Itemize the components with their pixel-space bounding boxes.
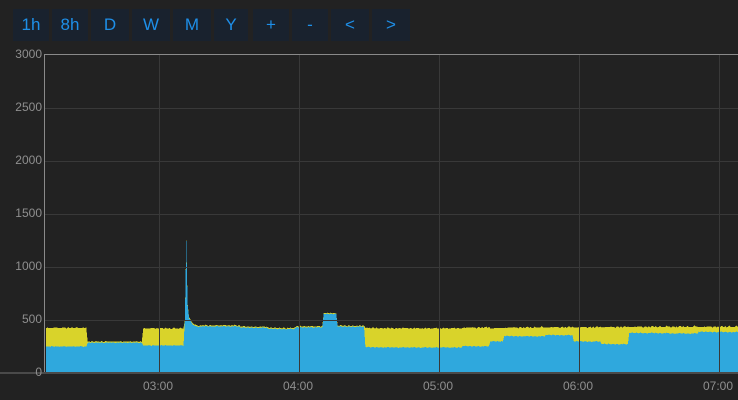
gridline-vertical — [579, 55, 580, 372]
y-axis: 3000 2500 2000 1500 1000 500 0 — [0, 0, 42, 400]
toolbar-button-range-8h[interactable]: 8h — [52, 9, 88, 41]
x-tick-label: 04:00 — [282, 379, 314, 393]
toolbar-button-range-1h[interactable]: 1h — [13, 9, 49, 41]
gridline-horizontal — [45, 214, 738, 215]
x-tick-label: 06:00 — [562, 379, 594, 393]
chart-plot-area[interactable] — [44, 54, 738, 372]
x-tick-label: 05:00 — [422, 379, 454, 393]
range-toolbar: 1h 8h D W M Y + - < > — [0, 0, 738, 50]
y-tick-label: 3000 — [15, 47, 42, 61]
toolbar-button-range-year[interactable]: Y — [214, 9, 248, 41]
y-tick-label: 1000 — [15, 259, 42, 273]
gridline-vertical — [719, 55, 720, 372]
plot-inner — [45, 55, 738, 372]
toolbar-button-zoom-in[interactable]: + — [253, 9, 289, 41]
gridline-vertical — [299, 55, 300, 372]
toolbar-button-pan-left[interactable]: < — [331, 9, 369, 41]
gridline-vertical — [439, 55, 440, 372]
y-tick-label: 500 — [21, 312, 42, 326]
stacked-area-series — [46, 239, 738, 372]
x-tick-label: 07:00 — [702, 379, 734, 393]
toolbar-button-pan-right[interactable]: > — [372, 9, 410, 41]
gridline-horizontal — [45, 108, 738, 109]
toolbar-button-zoom-out[interactable]: - — [292, 9, 328, 41]
x-axis: 03:00 04:00 05:00 06:00 07:00 — [0, 373, 738, 400]
gridline-horizontal — [45, 161, 738, 162]
y-tick-label: 2500 — [15, 100, 42, 114]
gridline-vertical — [159, 55, 160, 372]
y-tick-label: 2000 — [15, 153, 42, 167]
gridline-horizontal — [45, 320, 738, 321]
x-tick-label: 03:00 — [142, 379, 174, 393]
x-axis-line — [0, 372, 738, 374]
area-series-blue — [46, 240, 738, 372]
toolbar-button-range-day[interactable]: D — [91, 9, 129, 41]
toolbar-button-range-week[interactable]: W — [132, 9, 170, 41]
y-tick-label: 0 — [35, 365, 42, 379]
toolbar-button-range-month[interactable]: M — [173, 9, 211, 41]
y-tick-label: 1500 — [15, 206, 42, 220]
gridline-horizontal — [45, 267, 738, 268]
area-series-yellow — [46, 239, 738, 348]
